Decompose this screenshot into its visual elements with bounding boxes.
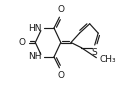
Text: HN: HN <box>28 24 41 33</box>
Text: O: O <box>57 5 64 14</box>
Text: O: O <box>57 71 64 80</box>
Text: NH: NH <box>28 52 41 61</box>
Text: O: O <box>19 38 26 47</box>
Text: CH₃: CH₃ <box>100 55 116 64</box>
Text: S: S <box>91 48 97 57</box>
